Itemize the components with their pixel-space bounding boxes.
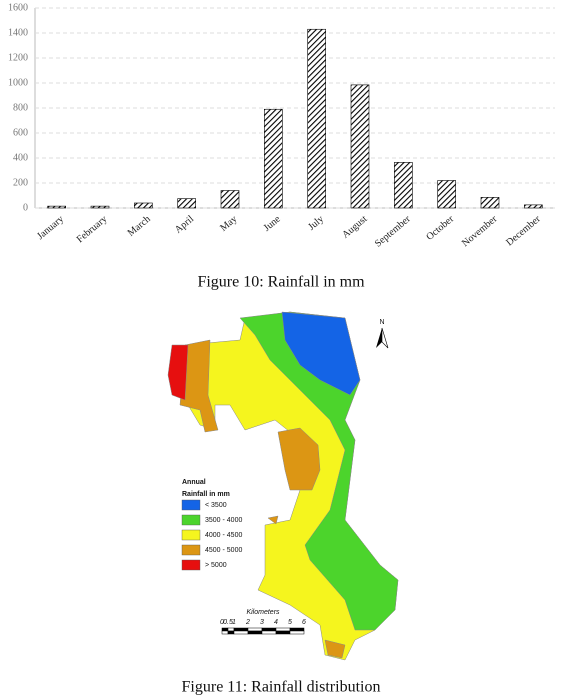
- scale-label: 0: [220, 619, 224, 626]
- region-blue: [281, 311, 361, 396]
- region-orange: [267, 515, 279, 525]
- scale-segment: [289, 627, 305, 632]
- north-arrow: [376, 328, 382, 348]
- bar: [437, 180, 456, 209]
- figure-caption: Figure 10: Rainfall in mm: [197, 274, 365, 291]
- bar: [307, 28, 326, 209]
- bar: [394, 162, 413, 209]
- x-tick-label: November: [460, 213, 500, 249]
- legend-label: < 3500: [205, 502, 227, 509]
- legend-swatch: [181, 499, 201, 511]
- scale-segment: [275, 627, 291, 632]
- y-tick-label: 600: [13, 127, 28, 138]
- scale-bar: Kilometers 0 0.5 1 2 3 4 5 6: [220, 609, 306, 635]
- legend-label: 3500 - 4000: [205, 517, 242, 524]
- x-tick-label: August: [340, 213, 369, 240]
- bar: [220, 190, 240, 209]
- x-tick-label: January: [35, 214, 66, 242]
- bar: [350, 84, 370, 209]
- region-orange: [277, 427, 321, 491]
- figure-caption: Figure 11: Rainfall distribution: [182, 679, 381, 696]
- scale-segment: [227, 630, 235, 635]
- bar: [177, 198, 196, 209]
- scale-segment: [221, 627, 229, 632]
- x-tick-label: March: [126, 214, 153, 239]
- map: [167, 311, 399, 661]
- scale-label: 0.5: [223, 619, 233, 626]
- region-orange: [324, 639, 346, 659]
- scale-segment: [233, 627, 249, 632]
- y-tick-label: 0: [23, 202, 28, 213]
- bar-chart: 0 200 400 600 800 1000 1200 1400 1600 January Febr…: [8, 2, 555, 250]
- region-green: [239, 311, 399, 631]
- region-red: [167, 344, 189, 401]
- scale-label: 4: [274, 619, 278, 626]
- y-tick-label: 400: [13, 152, 28, 163]
- scale-segment: [221, 630, 229, 635]
- scale-label: 3: [260, 619, 264, 626]
- legend-label: 4000 - 4500: [205, 532, 242, 539]
- scale-segment: [261, 627, 277, 632]
- x-tick-label: May: [218, 214, 239, 234]
- legend-label: > 5000: [205, 562, 227, 569]
- x-tick-label: April: [173, 213, 196, 235]
- scale-label: 6: [302, 619, 306, 626]
- scale-segment: [233, 630, 249, 635]
- legend-title: Annual: [182, 479, 206, 486]
- scale-segment: [261, 630, 277, 635]
- scale-segment: [289, 630, 305, 635]
- scale-label: 2: [245, 619, 250, 626]
- x-tick-label: June: [262, 213, 284, 234]
- scale-label: 1: [232, 619, 236, 626]
- legend-swatch: [181, 529, 201, 541]
- y-tick-label: 200: [13, 177, 28, 188]
- y-tick-label: 800: [13, 102, 28, 113]
- scale-segment: [247, 627, 263, 632]
- scale-segment: [227, 627, 235, 632]
- y-tick-label: 1400: [8, 27, 28, 38]
- scale-title: Kilometers: [246, 609, 280, 616]
- bar: [264, 108, 283, 209]
- scale-segment: [247, 630, 263, 635]
- bar: [90, 205, 110, 209]
- y-tick-label: 1000: [8, 77, 28, 88]
- bar: [524, 204, 543, 209]
- legend-swatch: [181, 559, 201, 571]
- north-label: N: [379, 319, 384, 326]
- legend-swatch: [181, 514, 201, 526]
- x-tick-label: October: [424, 213, 456, 243]
- y-tick-label: 1600: [8, 2, 28, 13]
- bar: [47, 205, 66, 209]
- y-tick-label: 1200: [8, 52, 28, 63]
- region-orange: [179, 339, 219, 433]
- legend-label: 4500 - 5000: [205, 547, 242, 554]
- legend-swatch: [181, 544, 201, 556]
- x-tick-label: September: [373, 213, 413, 249]
- x-tick-label: December: [504, 213, 543, 248]
- x-tick-label: July: [306, 214, 326, 233]
- legend: Annual Rainfall in mm < 3500 3500 - 4000 4…: [181, 479, 242, 571]
- x-tick-label: February: [75, 214, 110, 246]
- bar: [134, 202, 153, 209]
- bar: [480, 197, 500, 209]
- scale-label: 5: [288, 619, 292, 626]
- scale-segment: [275, 630, 291, 635]
- legend-subtitle: Rainfall in mm: [182, 491, 230, 498]
- north-arrow: [381, 327, 389, 349]
